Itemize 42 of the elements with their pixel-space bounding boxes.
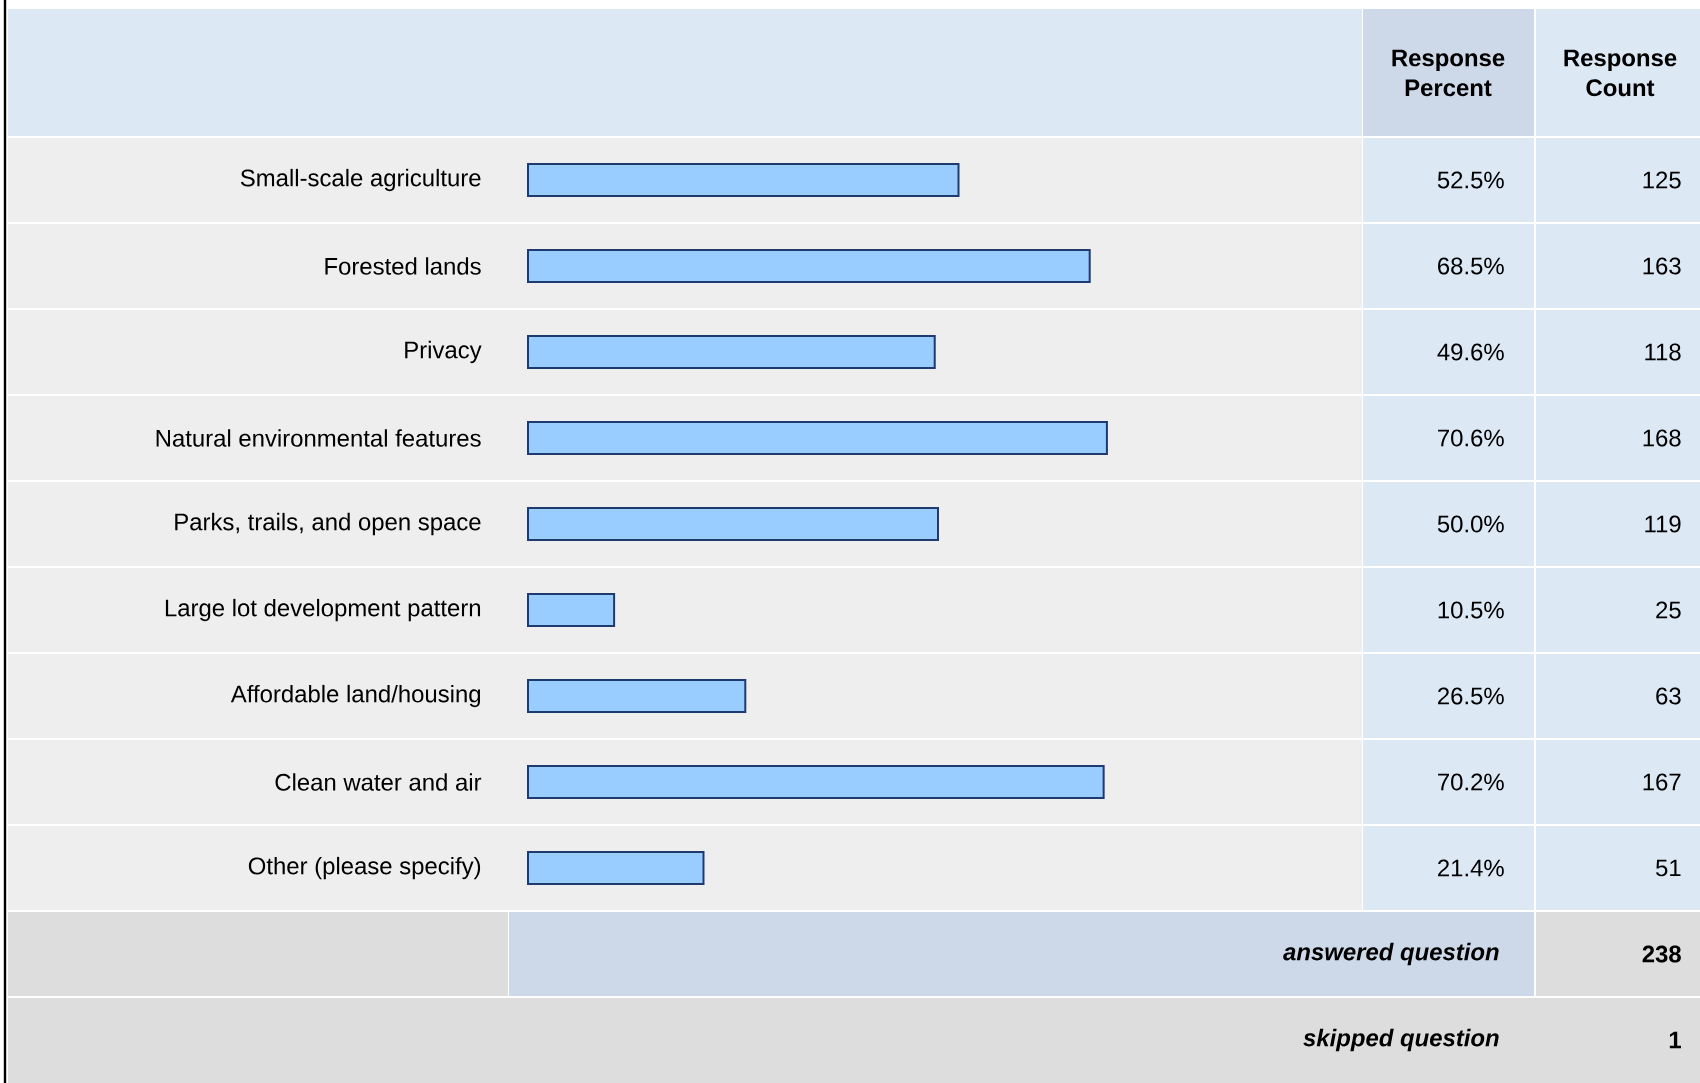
text: 1 [1669,1031,1681,1049]
text: answered question [1283,942,1499,966]
data-label: 68.5% [1438,257,1504,275]
bar [527,335,936,369]
bar [527,851,705,886]
y-tick-label: Privacy [405,340,482,364]
bar [527,679,747,714]
data-label: 70.2% [1438,773,1504,791]
y-tick-label: Small-scale agriculture [240,168,481,192]
bar [527,593,616,628]
text: 168 [1643,429,1681,447]
data-label: 21.4% [1438,859,1504,877]
data-label: 52.5% [1437,171,1504,189]
text: 167 [1643,773,1681,791]
bar [527,249,1091,283]
text: 125 [1643,171,1681,189]
text: 63 [1656,687,1681,705]
data-label: 50.0% [1437,515,1504,533]
data-label: 49.6% [1437,343,1504,361]
text: 163 [1643,257,1681,275]
data-label: 26.5% [1438,687,1504,705]
y-tick-label: Other (please specify) [248,856,481,880]
data-label: 70.6% [1438,429,1504,447]
bar [527,163,960,197]
y-tick-label: Clean water and air [275,773,482,791]
y-tick-label: Affordable land/housing [230,684,481,708]
y-tick-label: Natural environmental features [156,429,481,447]
text: 238 [1642,945,1681,963]
y-tick-label: Forested lands [325,257,481,275]
y-tick-label: Large lot development pattern [165,598,481,622]
bar [527,507,939,542]
text: 51 [1656,859,1681,877]
bar [527,421,1108,456]
text: 119 [1645,515,1681,533]
text: 25 [1656,601,1681,619]
data-label: 10.5% [1438,601,1504,619]
text: 118 [1645,343,1681,361]
text: Response Count [1564,49,1677,97]
bar [527,765,1105,800]
y-tick-label: Parks, trails, and open space [175,512,481,536]
text: Response Percent [1392,49,1505,97]
text: skipped question [1303,1028,1499,1052]
